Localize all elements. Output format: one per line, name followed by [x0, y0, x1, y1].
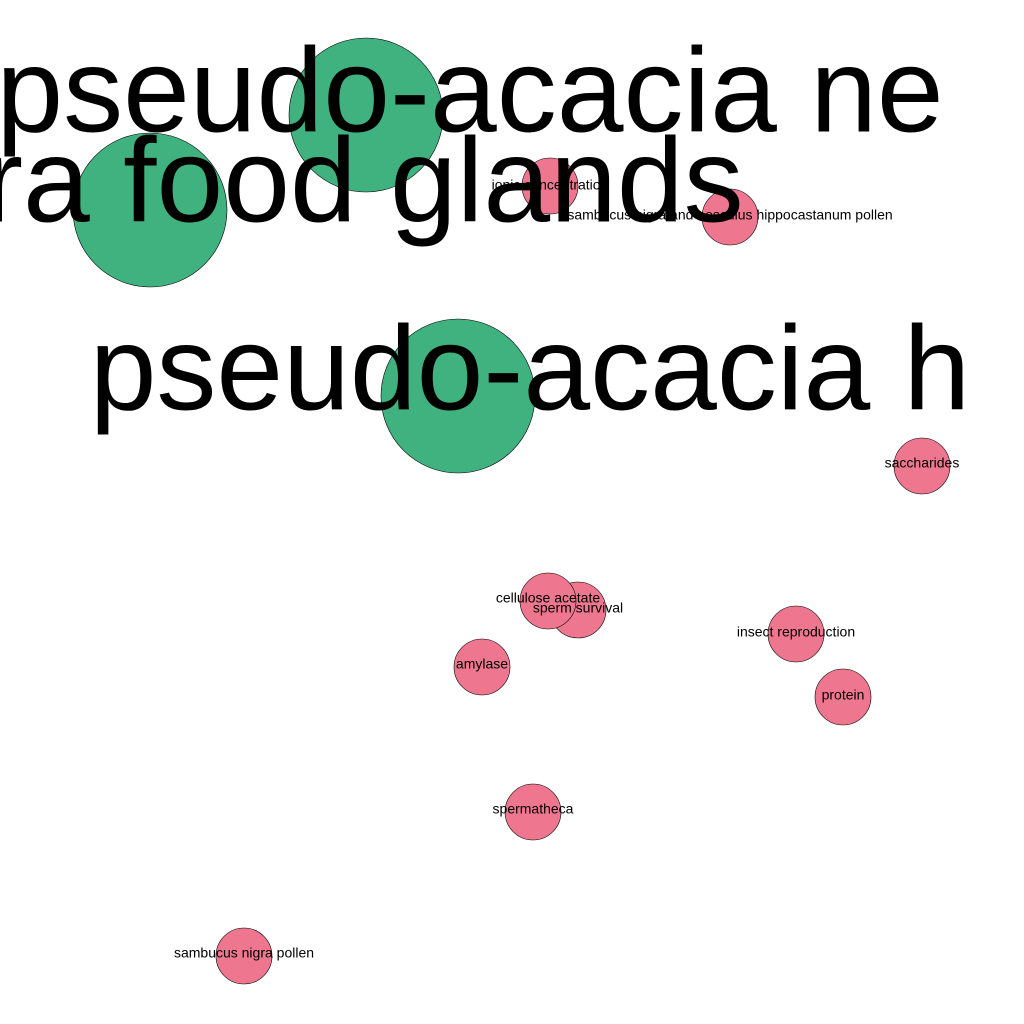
node-label-protein: protein: [822, 687, 865, 703]
node-label-saccharides: saccharides: [885, 455, 960, 471]
node-pseudo-acacia-ne: [288, 37, 444, 193]
node-label-spermatheca: spermatheca: [493, 801, 574, 817]
node-labels: pseudo-acacia neera food glands pseudo-ac…: [0, 24, 970, 961]
node-sambucus-nigra-and-aesculus-hippocastanum-pollen: [701, 188, 759, 246]
node-label-amylase: amylase: [456, 656, 508, 672]
node-amylase: [453, 638, 511, 696]
node-protein: [814, 668, 872, 726]
node-label-sperm-survival: sperm survival: [533, 600, 623, 616]
node-sambucus-nigra-pollen: [215, 927, 273, 985]
node-cellulose-acetate: [519, 572, 577, 630]
node-spermatheca: [504, 783, 562, 841]
node-label-ionic-concentration: ionic concentration: [492, 177, 609, 193]
node-label-sambucus-nigra-and-aesculus-hippocastanum-pollen: sambucus nigra and aesculus hippocastanu…: [567, 207, 892, 223]
node-label-sambucus-nigra-pollen: sambucus nigra pollen: [174, 945, 314, 961]
node-ionic-concentration: [521, 157, 579, 215]
node-label-era-food-glands: era food glands: [0, 114, 744, 248]
node-pseudo-acacia-h: [380, 318, 536, 474]
node-label-pseudo-acacia-h: pseudo-acacia h: [90, 302, 971, 436]
node-insect-reproduction: [767, 605, 825, 663]
node-label-pseudo-acacia-ne: pseudo-acacia ne: [0, 24, 944, 158]
node-circles: [72, 37, 951, 985]
node-label-insect-reproduction: insect reproduction: [737, 624, 855, 640]
node-saccharides: [893, 437, 951, 495]
node-era-food-glands: [72, 132, 228, 288]
node-label-cellulose-acetate: cellulose acetate: [496, 590, 601, 606]
